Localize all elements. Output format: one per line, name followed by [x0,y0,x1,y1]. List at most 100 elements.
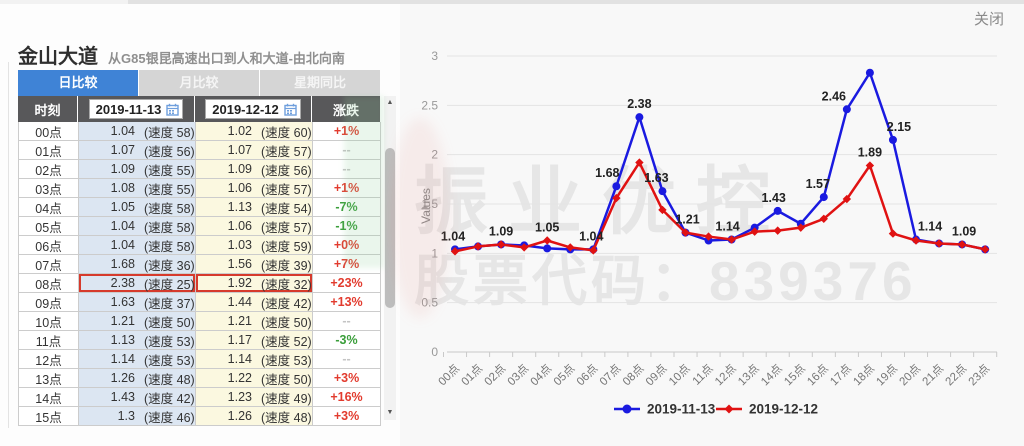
table-row: 14点 1.43 (速度 42) 1.23 (速度 49) +16% [19,388,381,407]
value-cell-right: 1.06 (速度 57) [196,179,313,198]
tab-2[interactable]: 星期同比 [260,70,380,96]
table-row: 07点 1.68 (速度 36) 1.56 (速度 39) +7% [19,255,381,274]
date-input-left[interactable]: 2019-11-13 [88,99,184,119]
change-cell: -1% [313,217,381,236]
time-cell: 09点 [19,293,79,312]
table-row: 09点 1.63 (速度 37) 1.44 (速度 42) +13% [19,293,381,312]
value-cell-left: 1.14 (速度 53) [79,350,196,369]
time-cell: 07点 [19,255,79,274]
table-row: 06点 1.04 (速度 58) 1.03 (速度 59) +0% [19,236,381,255]
scroll-up-icon[interactable]: ▲ [386,99,394,106]
change-cell: -7% [313,198,381,217]
value-cell-left: 1.13 (速度 53) [79,331,196,350]
time-cell: 02点 [19,160,79,179]
table-scrollbar[interactable]: ▲ ▼ [384,96,396,420]
table-row: 15点 1.3 (速度 46) 1.26 (速度 48) +3% [19,407,381,426]
page-title: 金山大道 [18,46,98,68]
change-cell: -- [313,312,381,331]
close-button[interactable]: 关闭 [973,11,1004,28]
page-subtitle: 从G85银昆高速出口到人和大道-由北向南 [108,51,345,66]
time-cell: 12点 [19,350,79,369]
column-header-time: 时刻 [18,96,78,122]
value-cell-left: 1.04 (速度 58) [79,217,196,236]
scrollbar-thumb[interactable] [385,148,395,308]
value-cell-left: 1.07 (速度 56) [79,141,196,160]
change-cell: +23% [313,274,381,293]
time-cell: 03点 [19,179,79,198]
change-cell: +1% [313,179,381,198]
legend-item-2019-11-13[interactable]: 2019-11-13 [614,402,716,417]
value-cell-left: 1.3 (速度 46) [79,407,196,426]
left-divider [8,62,9,428]
page-header: 金山大道 从G85银昆高速出口到人和大道-由北向南 [18,40,398,68]
value-cell-right: 1.13 (速度 54) [196,198,313,217]
value-cell-left: 1.04 (速度 58) [79,122,196,141]
value-cell-right: 1.06 (速度 57) [196,217,313,236]
change-cell: -- [313,160,381,179]
table-row: 05点 1.04 (速度 58) 1.06 (速度 57) -1% [19,217,381,236]
time-cell: 10点 [19,312,79,331]
column-header-change: 涨跌 [312,96,380,122]
svg-text:2019-11-13: 2019-11-13 [647,402,716,417]
scroll-down-icon[interactable]: ▼ [386,409,394,416]
time-cell: 04点 [19,198,79,217]
value-cell-right: 1.44 (速度 42) [196,293,313,312]
table-row: 04点 1.05 (速度 58) 1.13 (速度 54) -7% [19,198,381,217]
time-cell: 00点 [19,122,79,141]
legend-item-2019-12-12[interactable]: 2019-12-12 [716,402,818,417]
calendar-icon [166,103,180,116]
change-cell: +3% [313,407,381,426]
value-cell-right: 1.09 (速度 56) [196,160,313,179]
time-cell: 06点 [19,236,79,255]
value-cell-left: 1.26 (速度 48) [79,369,196,388]
table-row: 08点 2.38 (速度 25) 1.92 (速度 32) +23% [19,274,381,293]
value-cell-right: 1.07 (速度 57) [196,141,313,160]
value-cell-right: 1.03 (速度 59) [196,236,313,255]
tab-1[interactable]: 月比较 [139,70,260,96]
tab-0[interactable]: 日比较 [18,70,139,96]
time-cell: 11点 [19,331,79,350]
value-cell-right: 1.22 (速度 50) [196,369,313,388]
change-cell: +16% [313,388,381,407]
top-strip [0,0,1024,4]
table-row: 00点 1.04 (速度 58) 1.02 (速度 60) +1% [19,122,381,141]
change-cell: +1% [313,122,381,141]
value-cell-right: 1.23 (速度 49) [196,388,313,407]
change-cell: -- [313,350,381,369]
value-cell-right: 1.14 (速度 53) [196,350,313,369]
table-row: 13点 1.26 (速度 48) 1.22 (速度 50) +3% [19,369,381,388]
time-cell: 15点 [19,407,79,426]
svg-text:2019-12-12: 2019-12-12 [749,402,818,417]
table-row: 01点 1.07 (速度 56) 1.07 (速度 57) -- [19,141,381,160]
value-cell-left: 1.09 (速度 55) [79,160,196,179]
change-cell: -3% [313,331,381,350]
value-cell-left: 1.08 (速度 55) [79,179,196,198]
table-row: 12点 1.14 (速度 53) 1.14 (速度 53) -- [19,350,381,369]
table-header: 时刻 2019-11-13 2019-12-12 [18,96,380,122]
time-cell: 08点 [19,274,79,293]
comparison-table-body: 00点 1.04 (速度 58) 1.02 (速度 60) +1% 01点 1.07 (速度 5… [18,122,381,426]
value-cell-left: 1.05 (速度 58) [79,198,196,217]
value-cell-left: 1.68 (速度 36) [79,255,196,274]
date-input-right[interactable]: 2019-12-12 [205,99,301,119]
value-cell-right: 1.17 (速度 52) [196,331,313,350]
change-cell: +13% [313,293,381,312]
time-cell: 01点 [19,141,79,160]
column-header-date-right: 2019-12-12 [195,96,312,122]
value-cell-right: 1.02 (速度 60) [196,122,313,141]
table-row: 10点 1.21 (速度 50) 1.21 (速度 50) -- [19,312,381,331]
time-cell: 05点 [19,217,79,236]
value-cell-left: 1.43 (速度 42) [79,388,196,407]
column-header-date-left: 2019-11-13 [78,96,195,122]
table-row: 02点 1.09 (速度 55) 1.09 (速度 56) -- [19,160,381,179]
change-cell: -- [313,141,381,160]
value-cell-left: 1.63 (速度 37) [79,293,196,312]
value-cell-right: 1.56 (速度 39) [196,255,313,274]
change-cell: +3% [313,369,381,388]
value-cell-right: 1.21 (速度 50) [196,312,313,331]
table-row: 11点 1.13 (速度 53) 1.17 (速度 52) -3% [19,331,381,350]
value-cell-left: 2.38 (速度 25) [79,274,196,293]
calendar-icon [284,103,297,116]
value-cell-right: 1.26 (速度 48) [196,407,313,426]
